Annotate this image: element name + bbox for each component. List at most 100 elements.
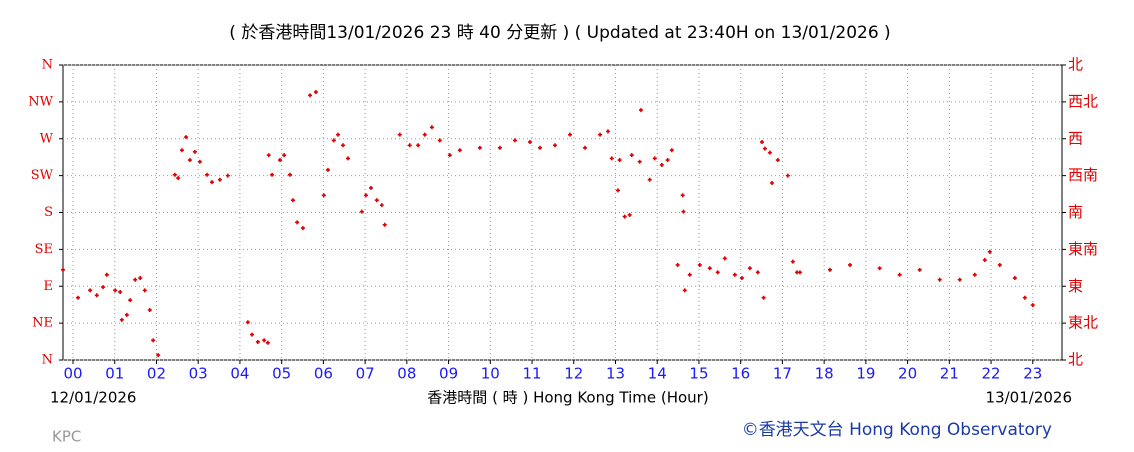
wind-point: [176, 176, 181, 181]
wind-point: [270, 172, 275, 177]
wind-point: [457, 148, 462, 153]
wind-point: [94, 293, 99, 298]
wind-point: [605, 129, 610, 134]
wind-point: [262, 338, 267, 343]
y-tick-label: SE: [35, 242, 53, 257]
wind-point: [422, 132, 427, 137]
wind-point: [359, 209, 364, 214]
wind-point: [785, 173, 790, 178]
wind-point: [113, 288, 118, 293]
y2-tick-label: 北: [1068, 351, 1083, 369]
wind-point: [133, 277, 138, 282]
wind-point: [101, 285, 106, 290]
wind-point: [769, 181, 774, 185]
wind-point: [179, 148, 184, 153]
wind-point: [659, 162, 664, 167]
wind-point: [325, 167, 330, 172]
wind-point: [665, 158, 670, 163]
wind-point: [477, 145, 482, 150]
x-tick-label: 18: [815, 365, 834, 383]
x-tick-label: 07: [356, 365, 375, 383]
wind-point: [767, 150, 772, 155]
wind-point: [429, 125, 434, 130]
wind-point: [1030, 303, 1035, 308]
wind-point: [217, 177, 222, 182]
wind-point: [147, 308, 152, 313]
wind-point: [497, 145, 502, 150]
wind-point: [119, 317, 124, 322]
wind-point: [187, 158, 192, 163]
wind-point: [755, 270, 760, 275]
wind-point: [583, 145, 588, 150]
wind-point: [747, 266, 752, 271]
wind-point: [346, 156, 351, 161]
wind-point: [568, 132, 573, 137]
wind-point: [647, 177, 652, 182]
x-tick-label: 22: [982, 365, 1001, 383]
y-tick-label: NW: [28, 94, 53, 109]
wind-point: [739, 276, 744, 281]
wind-point: [76, 295, 81, 300]
x-tick-label: 20: [898, 365, 917, 383]
wind-point: [266, 153, 271, 158]
wind-point: [368, 185, 373, 190]
wind-point: [265, 340, 270, 345]
wind-point: [277, 158, 282, 163]
y2-tick-label: 東: [1068, 277, 1083, 295]
x-tick-label: 00: [63, 365, 82, 383]
wind-point: [848, 262, 853, 267]
wind-point: [759, 140, 764, 145]
wind-point: [341, 143, 346, 148]
wind-point: [104, 272, 109, 277]
wind-point: [416, 143, 421, 148]
wind-point: [331, 138, 336, 143]
wind-point: [675, 262, 680, 267]
y-tick-label: N: [42, 58, 53, 73]
wind-point: [617, 158, 622, 163]
wind-point: [290, 198, 295, 203]
wind-point: [797, 270, 802, 275]
wind-point: [245, 320, 250, 325]
wind-point: [609, 156, 614, 161]
wind-point: [527, 140, 532, 145]
wind-point: [627, 212, 632, 217]
wind-point: [335, 132, 340, 137]
plot-frame: [62, 64, 1063, 361]
wind-point: [156, 353, 161, 358]
y2-tick-label: 南: [1068, 203, 1083, 221]
wind-point: [118, 289, 123, 294]
wind-point: [775, 158, 780, 163]
wind-point: [616, 188, 620, 193]
wind-point: [652, 156, 657, 161]
wind-point: [138, 276, 143, 281]
end-date: 13/01/2026: [986, 389, 1072, 407]
wind-point: [982, 258, 987, 263]
x-tick-label: 08: [397, 365, 416, 383]
wind-point: [192, 149, 197, 154]
x-tick-label: 17: [773, 365, 792, 383]
wind-point: [637, 159, 642, 164]
wind-point: [184, 135, 189, 140]
wind-point: [917, 267, 922, 272]
x-tick-label: 01: [105, 365, 124, 383]
wind-point: [88, 288, 93, 293]
wind-point: [957, 277, 962, 282]
y-tick-label: NE: [32, 316, 53, 331]
wind-point: [172, 172, 177, 177]
wind-point: [669, 148, 674, 153]
x-tick-label: 10: [481, 365, 500, 383]
x-tick-label: 09: [439, 365, 458, 383]
y2-tick-label: 東北: [1068, 314, 1098, 332]
wind-point: [197, 159, 202, 164]
wind-point: [972, 272, 977, 277]
wind-point: [288, 172, 293, 177]
y-tick-label: W: [40, 131, 54, 146]
wind-point: [987, 249, 992, 254]
start-date: 12/01/2026: [50, 389, 136, 407]
x-tick-label: 12: [564, 365, 583, 383]
y2-tick-label: 西: [1068, 129, 1083, 147]
wind-point: [512, 138, 517, 143]
wind-point: [790, 259, 795, 264]
y-tick-label: S: [44, 205, 53, 220]
